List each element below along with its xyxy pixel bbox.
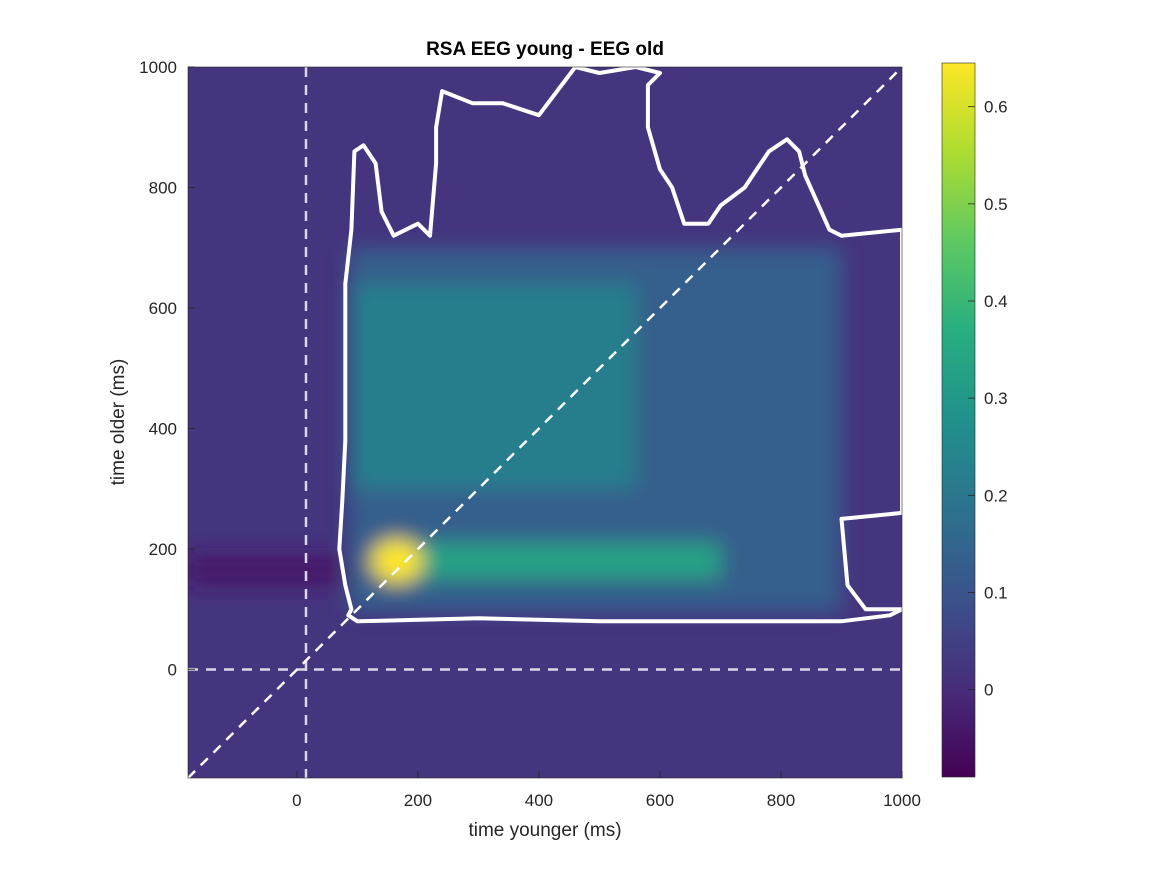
y-tick-label: 600 xyxy=(149,299,177,318)
y-tick-label: 0 xyxy=(168,661,177,680)
x-tick-label: 200 xyxy=(404,791,432,810)
heatmap-band xyxy=(381,543,721,580)
colorbar-tick-label: 0.3 xyxy=(984,389,1008,408)
plot-frame xyxy=(187,66,903,779)
x-tick-label: 0 xyxy=(292,791,301,810)
heatmap-plot-area xyxy=(188,67,902,778)
x-axis-label: time younger (ms) xyxy=(468,820,621,841)
significance-contour xyxy=(337,67,902,624)
y-tick-label: 800 xyxy=(149,179,177,198)
x-tick-label: 800 xyxy=(767,791,795,810)
reference-lines xyxy=(188,67,902,778)
heatmap-region xyxy=(188,555,346,586)
y-tick-label: 400 xyxy=(149,420,177,439)
colorbar: 0 0.1 0.2 0.3 0.4 0.5 0.6 xyxy=(941,62,1008,778)
y-tick-label: 1000 xyxy=(139,58,177,77)
y-tick-label: 200 xyxy=(149,540,177,559)
colorbar-tick-label: 0 xyxy=(984,681,993,700)
colorbar-scale xyxy=(941,62,976,778)
colorbar-tick-label: 0.1 xyxy=(984,583,1008,602)
y-axis-ticks: 0 200 400 600 800 1000 xyxy=(139,58,195,680)
heatmap-peak xyxy=(370,539,423,584)
heatmap-region xyxy=(351,283,636,489)
x-axis-ticks: 0 200 400 600 800 1000 xyxy=(292,771,921,810)
x-tick-label: 400 xyxy=(525,791,553,810)
y-axis-label: time older (ms) xyxy=(108,359,129,486)
colorbar-tick-label: 0.4 xyxy=(984,292,1008,311)
chart-title: RSA EEG young - EEG old xyxy=(426,39,664,60)
x-tick-label: 1000 xyxy=(883,791,921,810)
colorbar-tick-label: 0.5 xyxy=(984,195,1008,214)
colorbar-tick-label: 0.6 xyxy=(984,98,1008,117)
colorbar-tick-label: 0.2 xyxy=(984,486,1008,505)
heatmap-intensity-layer xyxy=(188,247,842,613)
colorbar-ticks: 0 0.1 0.2 0.3 0.4 0.5 0.6 xyxy=(968,98,1008,700)
diagonal-reference-line xyxy=(188,67,902,778)
x-tick-label: 600 xyxy=(646,791,674,810)
